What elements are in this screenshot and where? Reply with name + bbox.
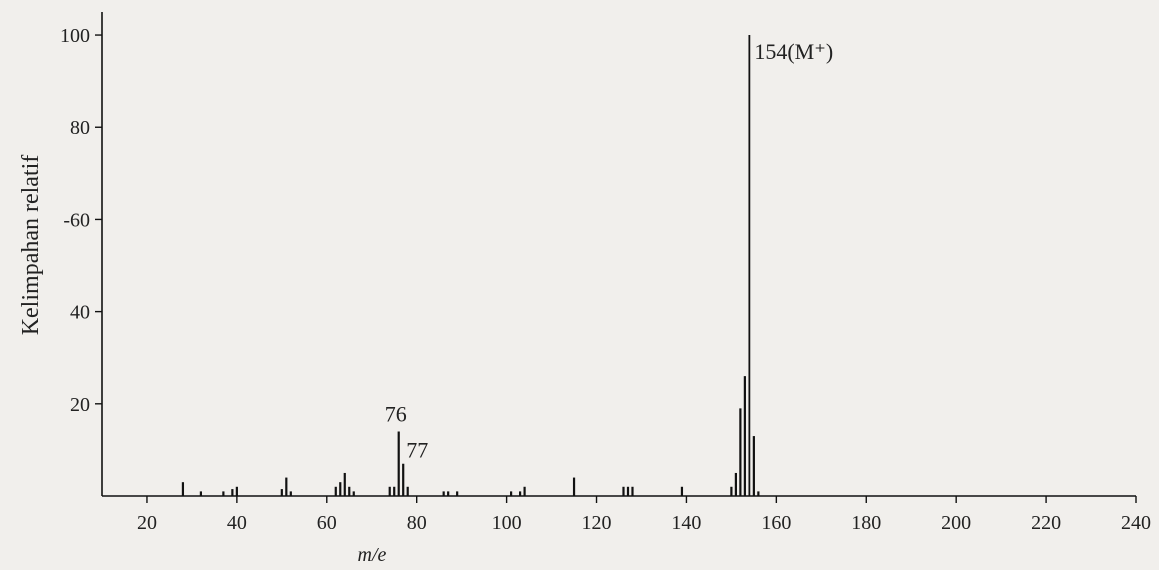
peaks xyxy=(181,35,760,496)
y-tick-label: -60 xyxy=(63,209,90,231)
peak-label: 77 xyxy=(406,438,428,463)
x-tick-label: 100 xyxy=(492,512,522,534)
x-tick-label: 240 xyxy=(1121,512,1151,534)
y-tick-label: 80 xyxy=(70,117,90,139)
peak-label: 154(M⁺) xyxy=(754,39,833,64)
x-tick-label: 220 xyxy=(1031,512,1061,534)
x-tick-label: 160 xyxy=(761,512,791,534)
y-ticks: 20 40 -60 80 100 xyxy=(60,25,102,416)
y-tick-label: 40 xyxy=(70,302,90,324)
x-tick-label: 200 xyxy=(941,512,971,534)
x-tick-label: 20 xyxy=(137,512,157,534)
peak-annotations: 154(M⁺) 76 77 xyxy=(385,39,833,463)
y-tick-label: 100 xyxy=(60,25,90,47)
x-tick-label: 140 xyxy=(671,512,701,534)
axes xyxy=(101,12,1136,497)
x-tick-label: 120 xyxy=(582,512,612,534)
y-tick-label: 20 xyxy=(70,394,90,416)
x-tick-label: 60 xyxy=(317,512,337,534)
x-tick-label: 80 xyxy=(407,512,427,534)
x-tick-label: 180 xyxy=(851,512,881,534)
x-tick-label: 40 xyxy=(227,512,247,534)
x-ticks: 20 40 60 80 100 120 140 160 180 200 220 240 xyxy=(137,496,1151,534)
y-axis-title: Kelimpahan relatif xyxy=(18,155,44,336)
peak-label: 76 xyxy=(385,401,407,426)
x-axis-title: m/e xyxy=(358,544,387,566)
